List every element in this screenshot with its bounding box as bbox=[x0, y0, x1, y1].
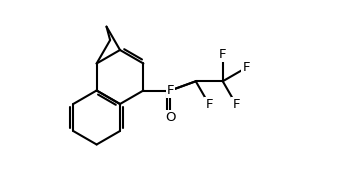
Text: F: F bbox=[167, 84, 174, 97]
Text: F: F bbox=[243, 61, 250, 74]
Text: F: F bbox=[219, 48, 227, 61]
Text: F: F bbox=[205, 98, 213, 111]
Text: F: F bbox=[232, 98, 240, 111]
Text: O: O bbox=[165, 111, 176, 124]
